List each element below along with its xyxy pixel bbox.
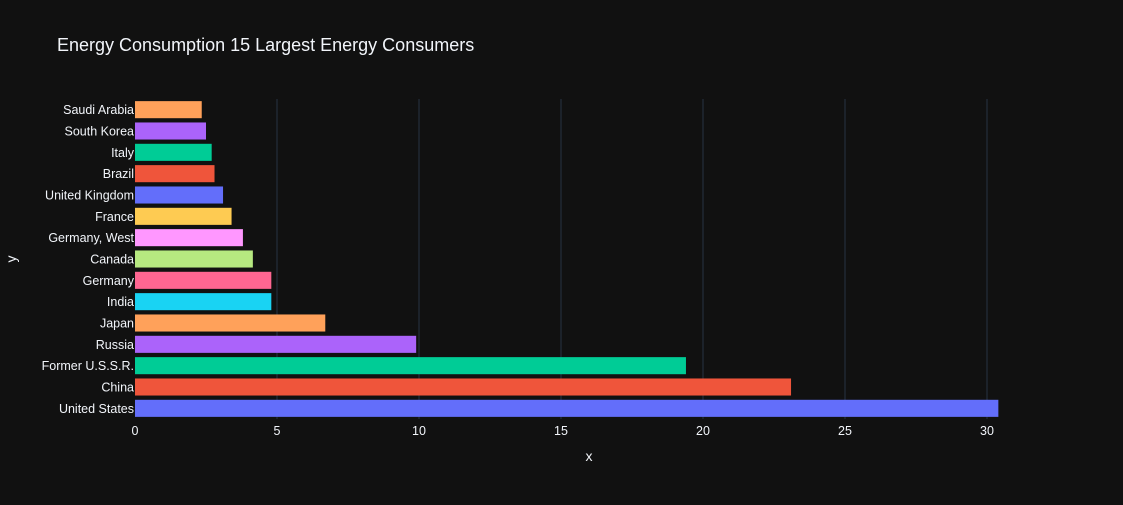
x-tick-label: 0 — [132, 424, 139, 438]
y-tick-label: Russia — [96, 338, 134, 352]
y-tick-label: China — [101, 381, 134, 395]
x-tick-label: 15 — [554, 424, 568, 438]
bar[interactable] — [135, 229, 243, 247]
y-tick-label: United States — [59, 402, 134, 416]
bar[interactable] — [135, 207, 232, 225]
y-axis-label: y — [3, 256, 19, 263]
bar[interactable] — [135, 399, 999, 417]
y-tick-label: Former U.S.S.R. — [42, 359, 134, 373]
y-tick-label: Brazil — [103, 167, 134, 181]
bars — [135, 101, 999, 417]
x-tick-label: 10 — [412, 424, 426, 438]
bar[interactable] — [135, 271, 272, 289]
bar[interactable] — [135, 357, 686, 375]
y-tick-label: Saudi Arabia — [63, 103, 134, 117]
x-tick-label: 25 — [838, 424, 852, 438]
bar[interactable] — [135, 143, 212, 161]
bar[interactable] — [135, 101, 202, 119]
y-tick-label: United Kingdom — [45, 189, 134, 203]
y-tick-label: Germany — [83, 274, 135, 288]
x-tick-labels: 0 5 10 15 20 25 30 — [132, 424, 994, 438]
y-tick-label: Canada — [90, 253, 134, 267]
x-tick-label: 5 — [274, 424, 281, 438]
y-tick-label: India — [107, 295, 134, 309]
bar[interactable] — [135, 186, 224, 204]
bar[interactable] — [135, 293, 272, 311]
bar[interactable] — [135, 122, 206, 140]
chart-title: Energy Consumption 15 Largest Energy Con… — [57, 35, 474, 55]
x-axis-label: x — [586, 448, 593, 464]
y-tick-label: Japan — [100, 317, 134, 331]
x-tick-label: 30 — [980, 424, 994, 438]
y-tick-label: France — [95, 210, 134, 224]
x-tick-label: 20 — [696, 424, 710, 438]
y-tick-label: South Korea — [65, 125, 135, 139]
bar[interactable] — [135, 165, 215, 183]
bar[interactable] — [135, 314, 326, 332]
y-tick-label: Germany, West — [48, 231, 134, 245]
bar[interactable] — [135, 335, 417, 353]
bar[interactable] — [135, 378, 792, 396]
y-tick-label: Italy — [111, 146, 135, 160]
bar[interactable] — [135, 250, 253, 268]
y-tick-labels: United States China Former U.S.S.R. Russia J… — [42, 103, 135, 416]
